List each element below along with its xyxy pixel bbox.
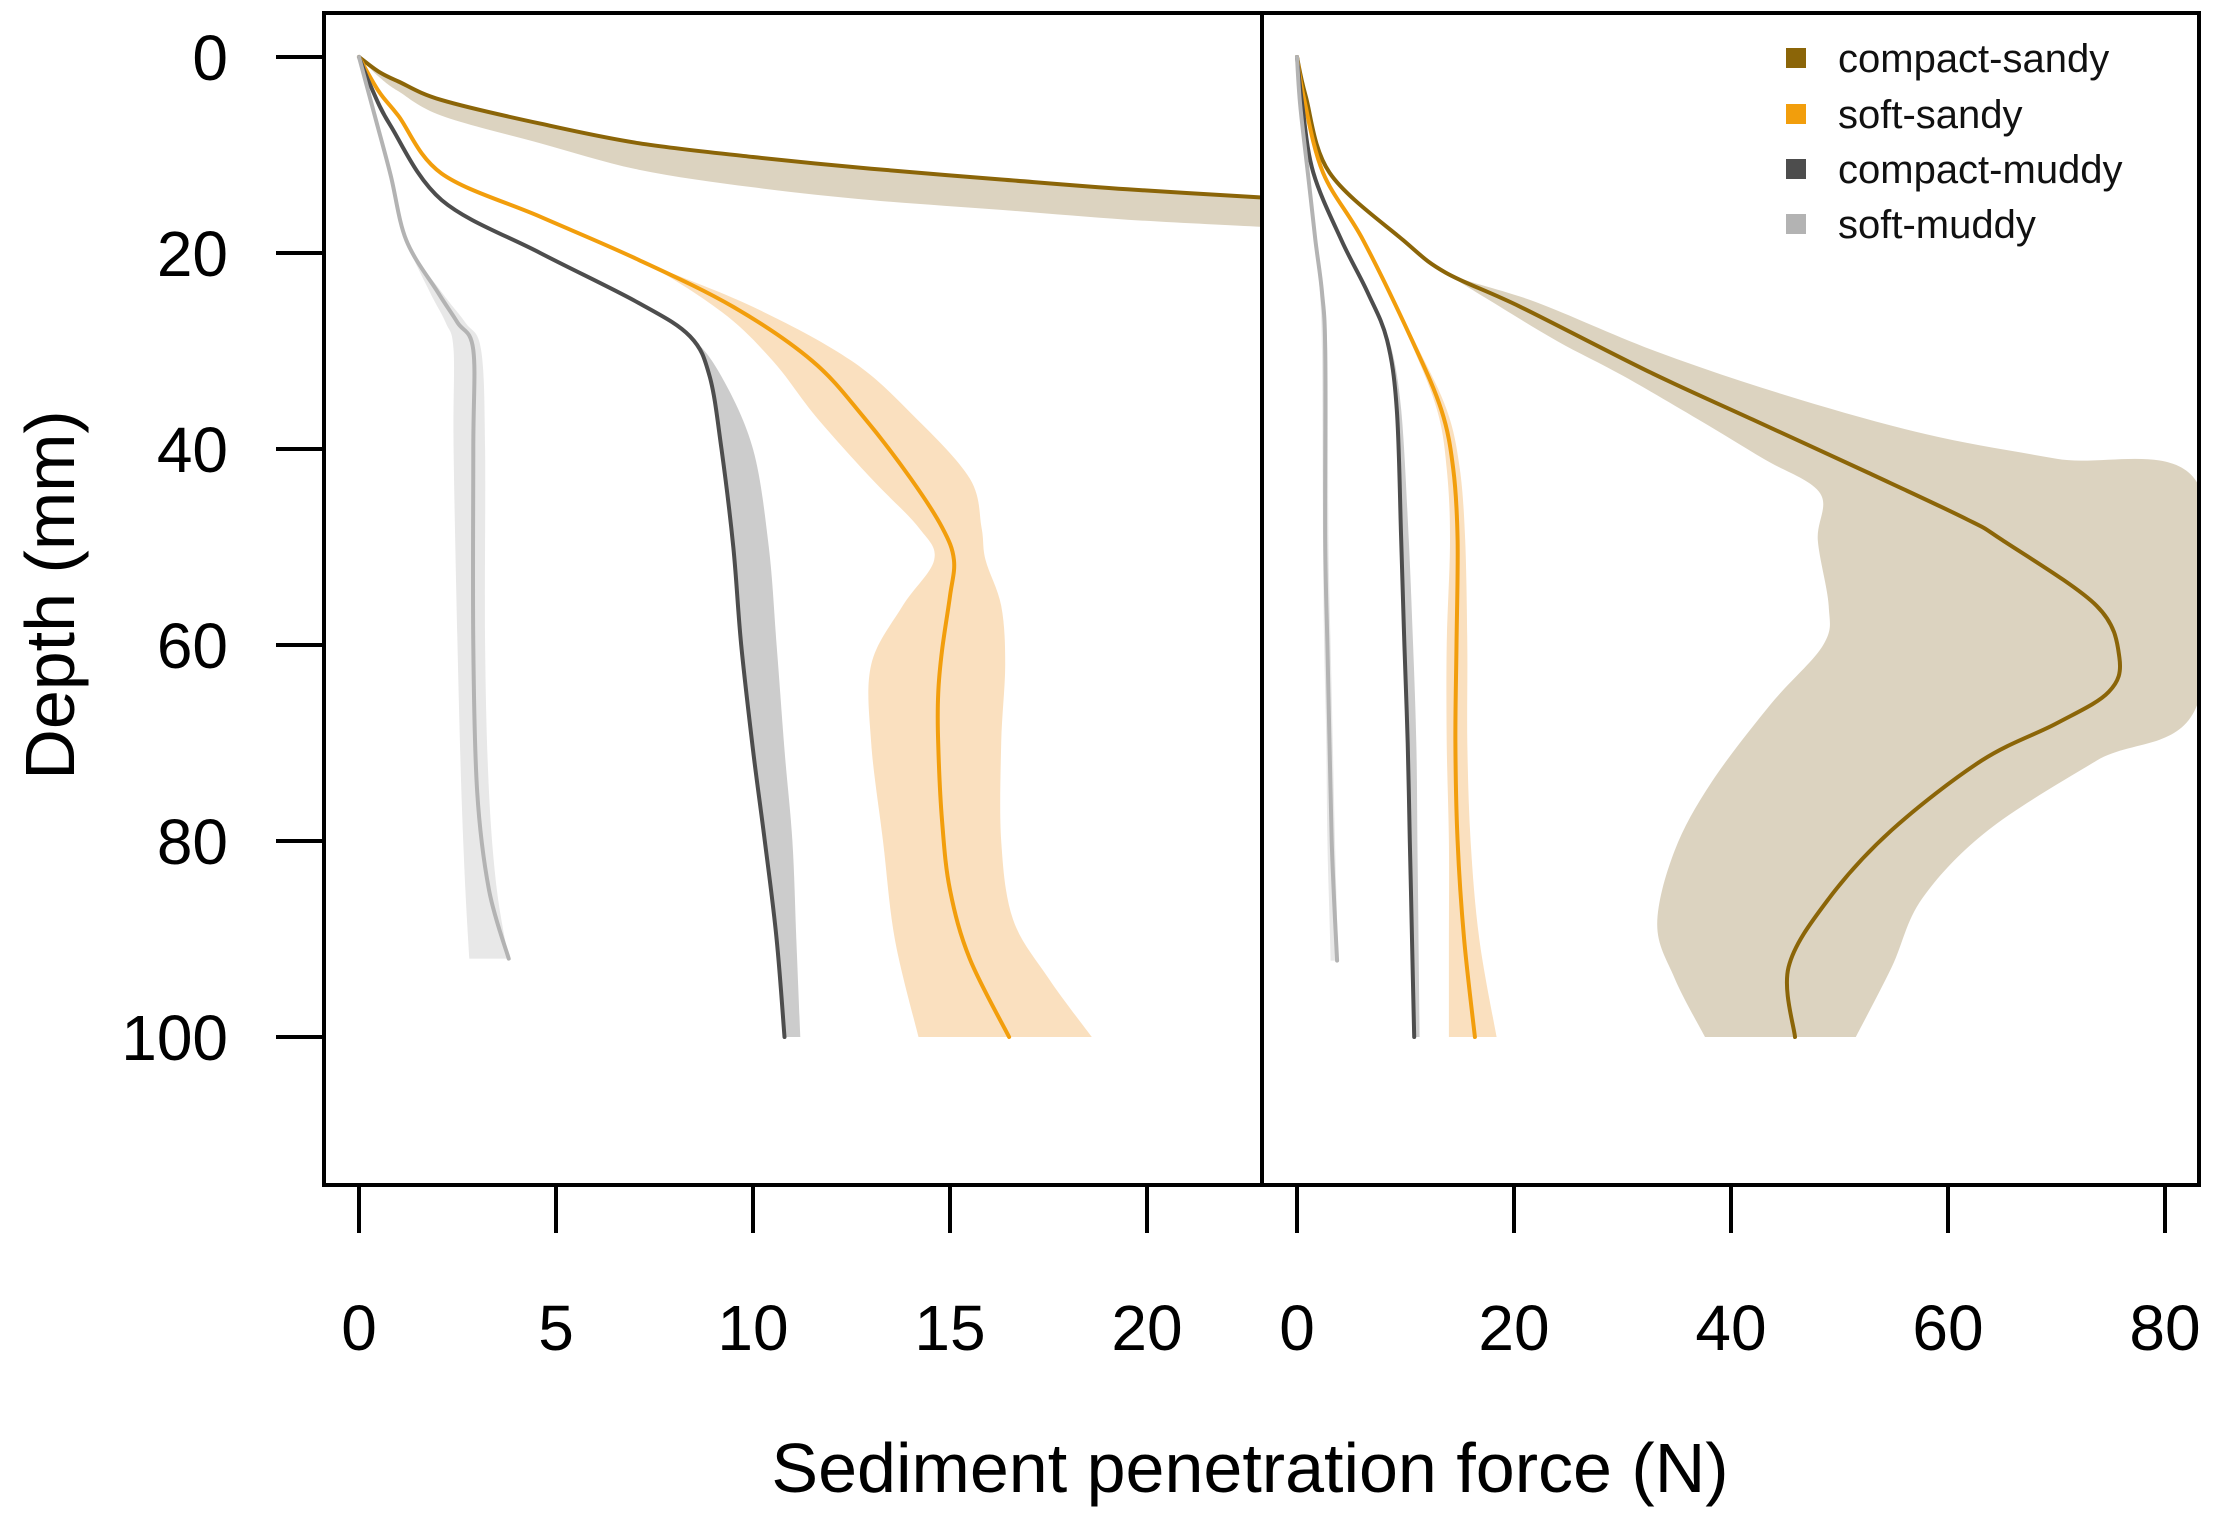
legend-swatch	[1786, 159, 1806, 179]
legend-swatch	[1786, 48, 1806, 68]
legend-swatch	[1786, 214, 1806, 234]
compact-sandy-mean-line	[1295, 55, 2123, 1039]
soft-muddy-confidence-band	[359, 57, 509, 959]
y-tick-label: 60	[157, 610, 228, 682]
x-tick-label: 20	[1478, 1292, 1549, 1364]
compact-sandy-confidence-band	[359, 57, 1262, 227]
legend-label: compact-sandy	[1838, 37, 2109, 81]
x-tick-label: 15	[914, 1292, 985, 1364]
x-tick-label: 20	[1111, 1292, 1182, 1364]
legend-item-soft-muddy: soft-muddy	[1786, 203, 2036, 247]
y-tick-label: 100	[121, 1002, 228, 1074]
legend: compact-sandy soft-sandy compact-muddy soft…	[1786, 37, 2123, 247]
legend-label: soft-sandy	[1838, 93, 2023, 137]
left-panel-plot-area	[357, 55, 1262, 1039]
soft-muddy-mean-line	[1295, 55, 1340, 963]
x-axis-left: 0 5 10 15 20	[341, 1185, 1183, 1364]
x-axis-right: 0 20 40 60 80	[1279, 1185, 2201, 1364]
y-tick-label: 80	[157, 806, 228, 878]
legend-swatch	[1786, 104, 1806, 124]
legend-item-compact-sandy: compact-sandy	[1786, 37, 2109, 81]
x-tick-label: 5	[538, 1292, 574, 1364]
compact-sandy-mean-line	[357, 55, 1262, 200]
right-panel-plot-area	[1295, 55, 2199, 1039]
soft-muddy-mean-line	[357, 55, 511, 961]
compact-muddy-mean-line	[1295, 55, 1417, 1039]
legend-label: compact-muddy	[1838, 148, 2123, 192]
x-tick-label: 10	[717, 1292, 788, 1364]
y-axis-title: Depth (mm)	[11, 410, 89, 779]
soft-sandy-confidence-band	[359, 57, 1092, 1037]
soft-sandy-mean-line	[357, 55, 1012, 1039]
x-tick-label: 0	[1279, 1292, 1315, 1364]
legend-label: soft-muddy	[1838, 203, 2036, 247]
soft-sandy-mean-line	[1295, 55, 1477, 1039]
legend-item-soft-sandy: soft-sandy	[1786, 93, 2023, 137]
y-axis: 0 20 40 60 80 100	[121, 22, 324, 1074]
compact-muddy-mean-line	[357, 55, 787, 1039]
y-tick-label: 40	[157, 414, 228, 486]
legend-item-compact-muddy: compact-muddy	[1786, 148, 2123, 192]
x-tick-label: 80	[2129, 1292, 2200, 1364]
x-tick-label: 40	[1695, 1292, 1766, 1364]
x-axis-title: Sediment penetration force (N)	[771, 1429, 1728, 1507]
compact-sandy-confidence-band	[1297, 57, 2199, 1037]
x-tick-label: 60	[1912, 1292, 1983, 1364]
y-tick-label: 0	[192, 22, 228, 94]
y-tick-label: 20	[157, 218, 228, 290]
x-tick-label: 0	[341, 1292, 377, 1364]
